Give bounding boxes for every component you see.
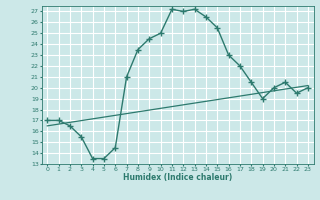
X-axis label: Humidex (Indice chaleur): Humidex (Indice chaleur) (123, 173, 232, 182)
